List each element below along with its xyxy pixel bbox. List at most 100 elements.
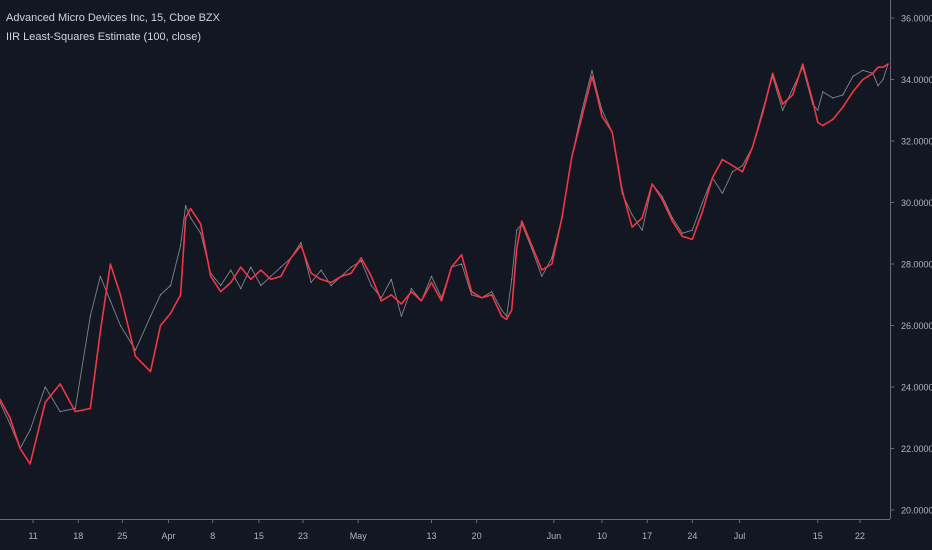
iir-estimate-point [516, 248, 518, 250]
close-price-point [501, 309, 503, 311]
close-price-point [631, 214, 633, 216]
close-price-point [721, 192, 724, 194]
close-price-point [230, 269, 232, 271]
close-price-point [190, 217, 192, 219]
iir-estimate-point [390, 294, 392, 296]
time-axis[interactable]: 11 18 25 Apr 8 15 23 May 13 20 Jun 10 17 24 Jul 15 22 [28, 519, 865, 541]
iir-estimate-point [9, 417, 11, 419]
iir-estimate-point [481, 297, 483, 299]
iir-estimate-point [185, 217, 187, 219]
iir-estimate-point [230, 281, 232, 284]
iir-estimate-point [651, 183, 653, 185]
iir-estimate-point [491, 294, 493, 296]
x-tick-label: Jul [734, 531, 746, 541]
close-price-point [792, 88, 794, 90]
iir-estimate-point [159, 324, 162, 327]
symbol-title[interactable]: Advanced Micro Devices Inc, 15, Cboe BZX [6, 12, 220, 24]
close-price-point [410, 288, 412, 290]
iir-estimate-point [149, 371, 152, 373]
close-price-point [99, 275, 101, 277]
iir-estimate-point [862, 78, 864, 81]
close-price-point [200, 232, 202, 234]
close-price-point [661, 195, 663, 197]
y-tick-label: 36.0000 [901, 14, 932, 24]
close-price-point [0, 401, 1, 403]
iir-estimate-point [531, 244, 533, 247]
iir-estimate-point [887, 63, 889, 65]
iir-estimate-point [19, 447, 21, 450]
x-tick-label: Jun [547, 531, 562, 541]
iir-estimate-point [380, 300, 382, 302]
iir-estimate-point [882, 66, 884, 68]
iir-estimate-point [551, 263, 553, 265]
iir-estimate-point [280, 275, 282, 277]
iir-estimate-point [471, 291, 473, 293]
close-price-point [89, 315, 91, 317]
close-price-point [681, 232, 683, 234]
close-price-point [74, 407, 76, 410]
close-price-point [280, 266, 282, 268]
iir-estimate-point [611, 131, 613, 133]
price-axis[interactable]: 20.0000 22.0000 24.0000 26.0000 28.0000 30.00… [890, 14, 932, 516]
iir-estimate-point [99, 331, 101, 333]
iir-estimate-point [741, 171, 744, 173]
iir-estimate-point [300, 244, 302, 247]
iir-estimate-point [832, 118, 834, 121]
close-price-point [581, 109, 583, 111]
iir-estimate-point [220, 291, 222, 293]
iir-estimate-point [501, 315, 503, 317]
iir-estimate-point [711, 177, 714, 179]
iir-estimate-point [440, 300, 443, 302]
iir-estimate-point [812, 100, 814, 102]
close-price-point [159, 294, 162, 296]
indicator-title[interactable]: IIR Least-Squares Estimate (100, close) [6, 31, 202, 43]
close-price-point [300, 241, 302, 244]
iir-estimate-point [350, 272, 352, 274]
close-price-point [430, 275, 433, 277]
close-price-point [741, 165, 744, 167]
close-price-point [9, 423, 11, 425]
iir-estimate-point [521, 220, 523, 222]
iir-estimate-point [581, 115, 583, 117]
iir-estimate-point [340, 275, 342, 277]
close-price-point [370, 284, 372, 287]
iir-estimate-point [842, 106, 844, 108]
iir-estimate-point [134, 355, 137, 357]
plot-area[interactable] [0, 63, 889, 465]
close-price-point [671, 217, 673, 219]
y-tick-label: 28.0000 [901, 260, 932, 270]
iir-estimate-point [190, 208, 192, 210]
iir-estimate-point [872, 72, 874, 74]
iir-estimate-point [260, 269, 262, 271]
iir-estimate-point [541, 269, 543, 271]
iir-estimate-point [671, 220, 673, 222]
close-price-point [330, 284, 332, 287]
close-price-point [260, 284, 262, 287]
close-price-point [270, 275, 272, 277]
iir-estimate-point [310, 272, 312, 274]
close-price-point [877, 85, 879, 87]
close-price-point [782, 109, 784, 111]
iir-estimate-point [822, 125, 824, 127]
x-tick-label: May [350, 531, 368, 541]
iir-estimate-point [601, 115, 603, 117]
iir-estimate-point [701, 211, 704, 213]
iir-estimate-point [772, 72, 774, 74]
x-tick-label: 15 [254, 531, 264, 541]
y-tick-label: 26.0000 [901, 321, 932, 331]
iir-estimate-point [0, 398, 1, 400]
x-tick-label: 17 [642, 531, 652, 541]
iir-estimate-point [621, 189, 623, 191]
close-price-point [862, 69, 864, 71]
iir-estimate-point [360, 257, 362, 259]
x-tick-label: 25 [117, 531, 127, 541]
iir-estimate-point [461, 254, 463, 256]
iir-estimate-point [290, 257, 292, 259]
iir-estimate-point [210, 275, 212, 277]
close-price-point [59, 411, 61, 413]
iir-estimate-point [109, 263, 111, 265]
iir-estimate-point [450, 266, 453, 268]
close-price-point [119, 324, 121, 327]
iir-estimate-point [681, 235, 683, 237]
